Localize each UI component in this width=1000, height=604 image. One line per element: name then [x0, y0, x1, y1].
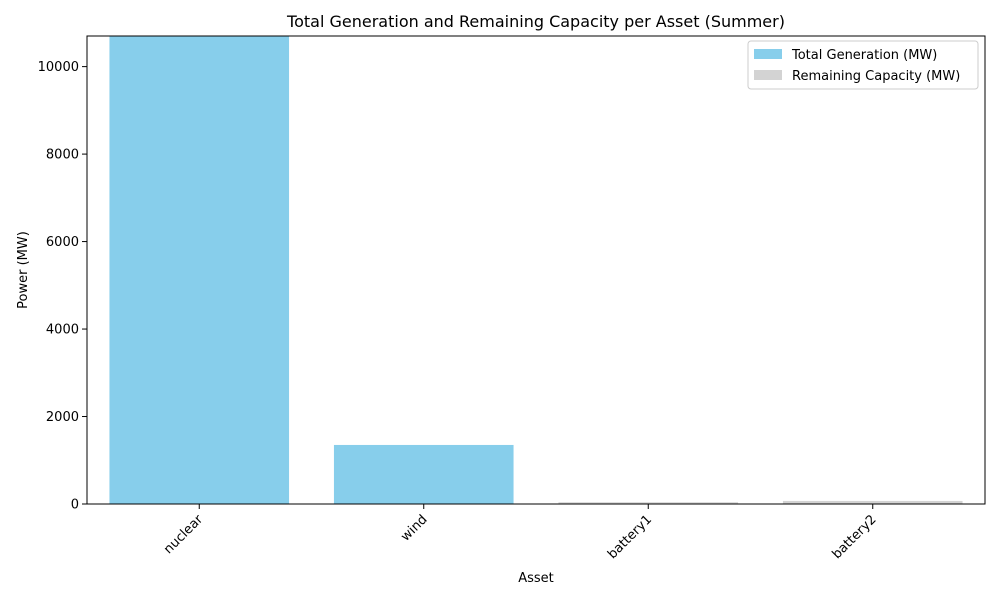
- y-axis-label: Power (MW): [16, 231, 31, 309]
- x-tick-label: nuclear: [161, 512, 206, 557]
- y-tick-label: 10000: [38, 60, 79, 75]
- x-tick-label: battery2: [830, 512, 880, 562]
- legend-swatch: [754, 49, 782, 59]
- bars-group: [109, 36, 963, 504]
- y-tick-label: 0: [71, 498, 79, 513]
- y-tick-label: 2000: [46, 410, 79, 425]
- y-axis: 0 2000 4000 6000 8000 10000: [38, 60, 87, 513]
- bar-nuclear-total-generation: [109, 36, 290, 504]
- x-axis: nuclear wind battery1 battery2: [161, 504, 880, 562]
- y-tick-label: 4000: [46, 323, 79, 338]
- plot-frame: [86, 35, 986, 505]
- x-tick-label: battery1: [605, 512, 655, 562]
- chart-title: Total Generation and Remaining Capacity …: [286, 12, 785, 31]
- bar-wind-total-generation: [333, 444, 514, 504]
- bar-battery1-remaining-capacity: [558, 502, 739, 504]
- bar-battery2-remaining-capacity: [782, 500, 963, 504]
- legend-frame: [747, 40, 979, 90]
- y-tick-label: 6000: [46, 235, 79, 250]
- y-tick-label: 8000: [46, 148, 79, 163]
- legend-swatch: [754, 70, 782, 80]
- x-axis-label: Asset: [518, 571, 554, 586]
- legend-label: Total Generation (MW): [791, 48, 937, 63]
- legend: Total Generation (MW) Remaining Capacity …: [747, 40, 979, 90]
- legend-label: Remaining Capacity (MW): [792, 69, 960, 84]
- x-tick-label: wind: [398, 512, 430, 544]
